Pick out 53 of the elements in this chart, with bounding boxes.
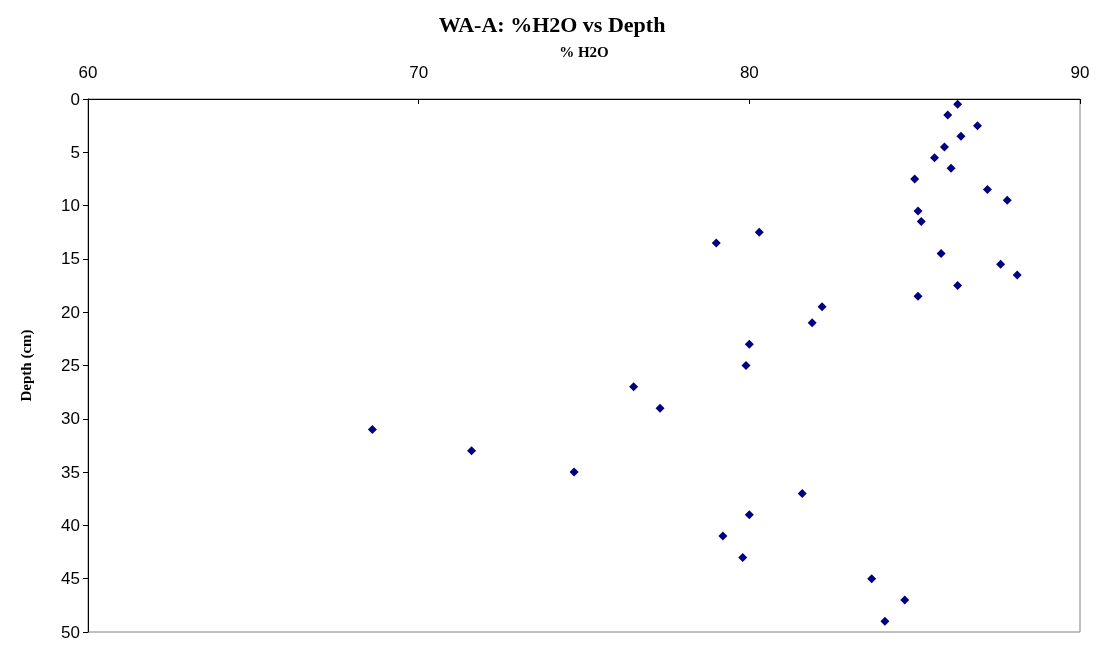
point bbox=[741, 361, 751, 370]
y-tick-label: 50 bbox=[61, 622, 80, 642]
point bbox=[797, 488, 807, 498]
point bbox=[817, 302, 827, 312]
point bbox=[982, 185, 992, 195]
x-tick-label: 90 bbox=[1070, 63, 1090, 82]
point bbox=[910, 174, 920, 184]
point bbox=[655, 403, 665, 413]
y-tick-label: 40 bbox=[61, 515, 80, 535]
point bbox=[953, 281, 963, 291]
point bbox=[367, 424, 377, 434]
point bbox=[913, 206, 923, 216]
point bbox=[718, 531, 728, 541]
x-tick-label: 60 bbox=[78, 63, 98, 82]
point bbox=[754, 227, 764, 237]
point bbox=[867, 574, 877, 584]
point bbox=[744, 339, 754, 349]
point bbox=[930, 153, 940, 163]
point bbox=[913, 291, 923, 301]
point bbox=[738, 552, 748, 562]
point bbox=[1012, 270, 1022, 280]
point bbox=[900, 595, 910, 605]
y-tick-label: 0 bbox=[70, 89, 80, 109]
point bbox=[943, 110, 953, 120]
point bbox=[953, 99, 963, 109]
point bbox=[956, 131, 966, 141]
y-tick-label: 10 bbox=[61, 196, 80, 216]
point bbox=[939, 142, 949, 152]
point bbox=[467, 446, 477, 456]
y-tick-label: 20 bbox=[61, 302, 80, 322]
point bbox=[916, 217, 926, 227]
point bbox=[972, 121, 982, 131]
x-axis-title: % H2O bbox=[559, 43, 609, 60]
y-tick-label: 35 bbox=[61, 462, 80, 482]
point bbox=[946, 163, 956, 173]
point bbox=[744, 510, 754, 520]
point bbox=[936, 249, 946, 259]
point bbox=[569, 467, 579, 477]
point bbox=[807, 318, 817, 328]
point bbox=[629, 382, 639, 392]
point bbox=[1002, 195, 1012, 205]
point bbox=[711, 238, 721, 248]
y-tick-label: 45 bbox=[61, 569, 80, 589]
x-tick-label: 80 bbox=[739, 63, 759, 82]
y-tick-label: 25 bbox=[61, 356, 80, 375]
y-tick-label: 5 bbox=[70, 142, 80, 162]
y-axis-title: Depth (cm) bbox=[17, 329, 35, 402]
point bbox=[880, 616, 890, 626]
y-tick-label: 15 bbox=[61, 249, 80, 269]
y-tick-label: 30 bbox=[61, 409, 80, 429]
x-tick-label: 70 bbox=[409, 63, 429, 82]
chart-title: WA-A: %H2O vs Depth bbox=[438, 11, 666, 37]
point bbox=[996, 259, 1006, 269]
